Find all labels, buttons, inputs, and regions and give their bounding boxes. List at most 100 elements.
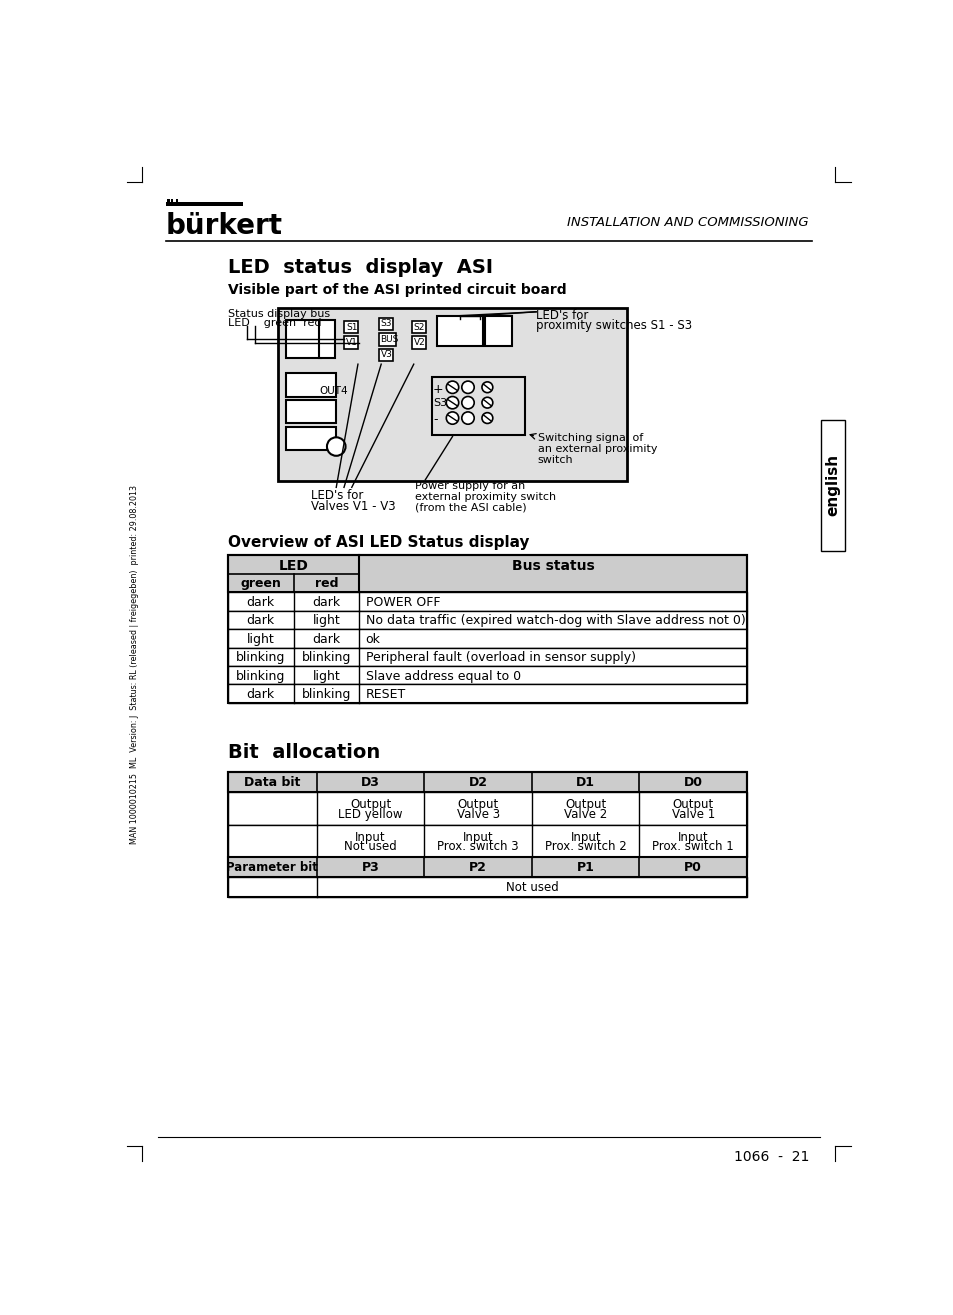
Bar bbox=[228, 685, 746, 704]
Text: P3: P3 bbox=[361, 861, 379, 873]
Text: P2: P2 bbox=[469, 861, 487, 873]
Text: Output: Output bbox=[457, 798, 498, 811]
Bar bbox=[175, 199, 178, 201]
Bar bbox=[228, 825, 746, 857]
Circle shape bbox=[481, 397, 493, 408]
Text: proximity switches S1 - S3: proximity switches S1 - S3 bbox=[536, 320, 692, 333]
Text: an external proximity: an external proximity bbox=[537, 444, 657, 454]
Text: POWER OFF: POWER OFF bbox=[365, 596, 439, 609]
Text: dark: dark bbox=[247, 614, 274, 627]
Bar bbox=[228, 555, 746, 592]
Text: P1: P1 bbox=[577, 861, 594, 873]
Bar bbox=[228, 610, 746, 629]
Bar bbox=[344, 321, 357, 334]
Text: Output: Output bbox=[564, 798, 606, 811]
Text: -: - bbox=[433, 413, 437, 426]
Text: Parameter bit: Parameter bit bbox=[226, 861, 318, 873]
Bar bbox=[436, 316, 483, 346]
Text: light: light bbox=[313, 614, 340, 627]
Bar bbox=[378, 334, 395, 346]
Text: V2: V2 bbox=[414, 338, 425, 347]
Bar bbox=[412, 321, 426, 334]
Text: V1: V1 bbox=[346, 338, 357, 347]
Bar bbox=[228, 857, 746, 877]
Text: Data bit: Data bit bbox=[244, 776, 300, 789]
Text: OUT4: OUT4 bbox=[319, 385, 348, 396]
Text: Visible part of the ASI printed circuit board: Visible part of the ASI printed circuit … bbox=[228, 283, 566, 297]
Text: Power supply for an: Power supply for an bbox=[415, 481, 525, 492]
Text: blinking: blinking bbox=[301, 688, 351, 701]
Circle shape bbox=[446, 412, 458, 425]
Bar bbox=[378, 318, 393, 330]
Text: P0: P0 bbox=[683, 861, 701, 873]
Text: Valve 3: Valve 3 bbox=[456, 807, 499, 821]
Bar bbox=[166, 203, 243, 205]
Bar bbox=[820, 419, 844, 551]
Bar bbox=[171, 199, 173, 201]
Bar bbox=[228, 792, 746, 825]
Bar bbox=[378, 348, 393, 362]
Bar bbox=[228, 647, 746, 665]
Circle shape bbox=[446, 381, 458, 393]
Text: switch: switch bbox=[537, 455, 573, 466]
Bar bbox=[319, 320, 335, 358]
Bar bbox=[286, 373, 335, 397]
Text: external proximity switch: external proximity switch bbox=[415, 492, 556, 502]
Text: ok: ok bbox=[365, 633, 380, 646]
Text: dark: dark bbox=[247, 596, 274, 609]
Text: 1066  -  21: 1066 - 21 bbox=[733, 1149, 808, 1164]
Bar bbox=[278, 308, 626, 481]
Bar bbox=[344, 337, 357, 348]
Text: Valve 2: Valve 2 bbox=[563, 807, 607, 821]
Text: LED  status  display  ASI: LED status display ASI bbox=[228, 258, 493, 277]
Text: Peripheral fault (overload in sensor supply): Peripheral fault (overload in sensor sup… bbox=[365, 651, 635, 664]
Bar bbox=[228, 772, 746, 897]
Text: LED's for: LED's for bbox=[536, 309, 588, 322]
Text: Output: Output bbox=[350, 798, 391, 811]
Text: D3: D3 bbox=[361, 776, 379, 789]
Bar bbox=[286, 320, 320, 358]
Text: D1: D1 bbox=[576, 776, 595, 789]
Text: blinking: blinking bbox=[301, 651, 351, 664]
Text: LED    green  red: LED green red bbox=[228, 318, 321, 327]
Text: Input: Input bbox=[462, 831, 493, 844]
Text: red: red bbox=[314, 577, 338, 590]
Circle shape bbox=[446, 397, 458, 409]
Text: Prox. switch 2: Prox. switch 2 bbox=[544, 840, 626, 853]
Bar bbox=[484, 316, 512, 346]
Circle shape bbox=[461, 412, 474, 425]
Text: dark: dark bbox=[313, 596, 340, 609]
Bar bbox=[286, 400, 335, 423]
Text: light: light bbox=[247, 633, 274, 646]
Bar bbox=[228, 629, 746, 647]
Text: Input: Input bbox=[678, 831, 708, 844]
Text: dark: dark bbox=[313, 633, 340, 646]
Bar bbox=[228, 665, 746, 685]
Text: Status display bus: Status display bus bbox=[228, 309, 330, 318]
Text: D2: D2 bbox=[468, 776, 487, 789]
Text: Prox. switch 3: Prox. switch 3 bbox=[436, 840, 518, 853]
Text: LED yellow: LED yellow bbox=[338, 807, 402, 821]
Circle shape bbox=[461, 381, 474, 393]
Text: blinking: blinking bbox=[235, 651, 285, 664]
Text: Switching signal of: Switching signal of bbox=[537, 434, 642, 443]
Text: green: green bbox=[240, 577, 281, 590]
Bar bbox=[228, 877, 746, 897]
Text: LED: LED bbox=[278, 559, 308, 573]
Text: V3: V3 bbox=[380, 350, 392, 359]
Bar bbox=[286, 427, 335, 451]
Text: S1: S1 bbox=[346, 322, 357, 331]
Text: Not used: Not used bbox=[344, 840, 396, 853]
Text: (from the ASI cable): (from the ASI cable) bbox=[415, 502, 526, 513]
Text: blinking: blinking bbox=[235, 669, 285, 682]
Text: Prox. switch 1: Prox. switch 1 bbox=[652, 840, 734, 853]
Text: Output: Output bbox=[672, 798, 713, 811]
Bar bbox=[412, 337, 426, 348]
Text: Bit  allocation: Bit allocation bbox=[228, 743, 379, 761]
Text: Input: Input bbox=[355, 831, 386, 844]
Text: dark: dark bbox=[247, 688, 274, 701]
Circle shape bbox=[481, 413, 493, 423]
Bar bbox=[228, 772, 746, 792]
Text: D0: D0 bbox=[683, 776, 702, 789]
Text: Slave address equal to 0: Slave address equal to 0 bbox=[365, 669, 520, 682]
